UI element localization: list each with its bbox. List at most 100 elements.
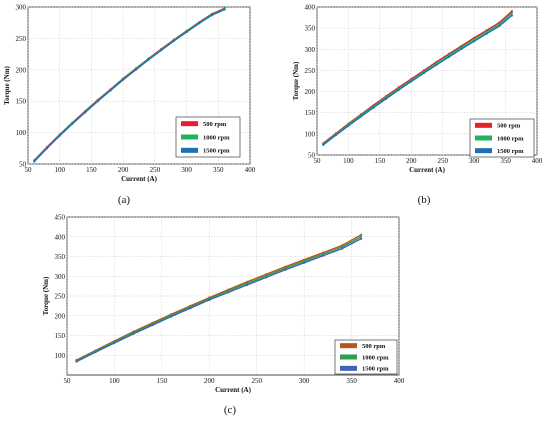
legend: 500 rpm 1000 rpm 1500 rpm <box>175 116 241 158</box>
y-tick-label: 450 <box>55 214 66 222</box>
x-tick-label: 300 <box>469 157 480 165</box>
legend-entry: 500 rpm <box>362 343 386 350</box>
data-point <box>246 283 249 286</box>
y-tick-label: 150 <box>55 332 66 340</box>
x-tick-label: 250 <box>437 157 448 165</box>
x-tick-label: 350 <box>346 377 357 385</box>
legend-entry: 1500 rpm <box>203 148 230 155</box>
x-tick-label: 150 <box>157 377 168 385</box>
y-axis-label: Torque (Nm) <box>292 61 300 100</box>
legend-entry: 1500 rpm <box>497 148 524 155</box>
data-point <box>246 280 249 283</box>
legend-entry: 1000 rpm <box>203 134 230 141</box>
x-tick-label: 150 <box>375 157 386 165</box>
data-point <box>151 324 154 327</box>
legend-swatch <box>475 122 492 128</box>
legend-swatch <box>181 121 198 127</box>
data-point <box>498 24 501 28</box>
data-point <box>58 134 61 137</box>
y-axis-label: Torque (Nm) <box>3 65 11 104</box>
data-point <box>122 78 125 81</box>
data-point <box>170 315 173 318</box>
legend: 500 rpm 1000 rpm 1500 rpm <box>469 118 535 158</box>
data-point <box>372 106 375 109</box>
y-tick-label: 400 <box>305 4 316 12</box>
series-line-0 <box>322 10 513 144</box>
data-point <box>360 235 363 238</box>
x-tick-label: 250 <box>251 377 262 385</box>
legend-entry: 1500 rpm <box>362 366 389 373</box>
y-tick-label: 200 <box>16 66 27 74</box>
y-tick-label: 300 <box>16 4 27 12</box>
data-point <box>84 111 87 114</box>
y-tick-label: 350 <box>55 253 66 261</box>
legend-entry: 500 rpm <box>203 121 227 128</box>
data-point <box>473 40 476 43</box>
data-point <box>397 88 400 91</box>
x-axis-label: Current (A) <box>215 386 252 394</box>
data-point <box>109 89 112 92</box>
chart-panel-b: 50 100 150 200 250 300 350 400 50 100 150 200 250 300… <box>292 4 543 207</box>
chart-panel-a: 50 100 150 200 250 300 350 400 50 100 150 200 250 300… <box>3 4 256 207</box>
series-line-1 <box>76 236 362 362</box>
data-point <box>227 291 230 294</box>
data-point <box>435 63 438 66</box>
data-point <box>385 97 388 100</box>
x-tick-label: 150 <box>86 166 97 174</box>
data-point <box>485 32 488 35</box>
panel-label: (a) <box>118 194 131 206</box>
data-point <box>322 254 325 257</box>
data-point <box>185 30 188 34</box>
series-line-2 <box>76 238 362 363</box>
data-point <box>485 30 488 33</box>
x-tick-label: 50 <box>64 377 72 385</box>
data-point <box>189 307 192 310</box>
y-tick-label: 100 <box>16 129 27 137</box>
y-tick-label: 100 <box>55 352 66 360</box>
data-point <box>113 341 116 345</box>
data-point <box>132 332 135 335</box>
y-tick-label: 200 <box>55 312 66 320</box>
chart-panel-c: 50 100 150 200 250 300 350 400 100 150 200 250 300 35… <box>42 214 405 417</box>
data-point <box>134 68 137 71</box>
data-point <box>322 253 325 256</box>
legend-swatch <box>340 365 357 371</box>
data-point <box>75 360 78 363</box>
data-point <box>422 71 425 75</box>
data-point <box>510 14 513 17</box>
legend-entry: 500 rpm <box>497 123 521 130</box>
data-point <box>198 22 201 25</box>
y-tick-label: 200 <box>305 88 316 96</box>
y-tick-label: 350 <box>305 25 316 33</box>
legend-swatch <box>475 135 492 141</box>
data-point <box>172 39 175 43</box>
data-point <box>347 124 350 127</box>
x-tick-label: 400 <box>532 157 543 165</box>
data-point <box>96 100 99 103</box>
x-tick-label: 200 <box>118 166 129 174</box>
legend-entry: 1000 rpm <box>497 135 524 142</box>
series-line-0 <box>76 234 362 361</box>
data-point <box>45 147 49 150</box>
y-tick-label: 50 <box>19 161 27 169</box>
legend: 500 rpm 1000 rpm 1500 rpm <box>334 339 398 375</box>
data-point <box>210 14 213 17</box>
x-tick-label: 400 <box>245 166 256 174</box>
series-line-2 <box>33 8 225 162</box>
y-tick-label: 250 <box>16 35 27 43</box>
data-point <box>33 160 36 163</box>
x-tick-label: 50 <box>25 166 33 174</box>
data-point <box>265 273 268 276</box>
legend-swatch <box>181 134 198 140</box>
legend-entry: 1000 rpm <box>362 354 389 361</box>
legend-swatch <box>340 343 357 349</box>
data-point <box>265 276 268 279</box>
data-point <box>360 237 363 240</box>
data-point <box>303 261 306 264</box>
x-tick-label: 100 <box>109 377 120 385</box>
data-point <box>334 134 337 137</box>
x-tick-label: 300 <box>299 377 310 385</box>
data-point <box>208 298 211 301</box>
x-tick-label: 300 <box>181 166 192 174</box>
y-tick-label: 400 <box>55 233 66 241</box>
